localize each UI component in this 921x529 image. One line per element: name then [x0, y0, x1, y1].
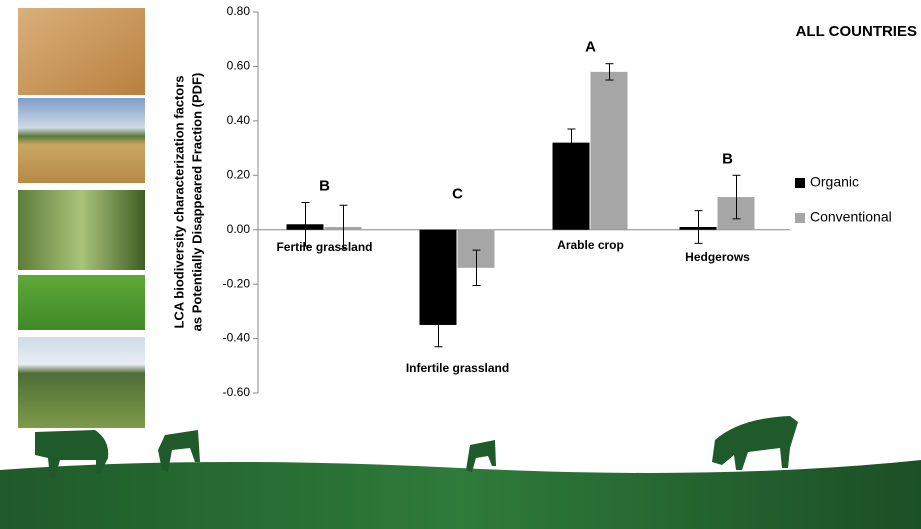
y-tick-label: 0.80 — [227, 4, 251, 18]
photos — [18, 8, 145, 428]
x-tick-label: Arable crop — [557, 238, 624, 252]
y-label-line: as Potentially Disappeared Fraction (PDF… — [189, 73, 204, 332]
cow — [466, 440, 496, 472]
photo — [18, 275, 145, 330]
x-tick-label: Hedgerows — [685, 250, 750, 264]
y-tick-label: 0.60 — [227, 59, 251, 73]
photo — [18, 190, 145, 270]
y-tick-label: 0.00 — [227, 222, 251, 236]
chart: ALL COUNTRIES LCA biodiversity character… — [0, 0, 921, 529]
y-tick-label: -0.20 — [223, 276, 251, 290]
photo — [18, 337, 145, 428]
legend-swatch — [795, 213, 805, 223]
y-tick-label: 0.20 — [227, 167, 251, 181]
x-tick-label: Fertile grassland — [276, 240, 372, 254]
bar — [591, 72, 628, 230]
photo — [18, 8, 145, 95]
legend-label: Conventional — [810, 209, 892, 225]
group-label: A — [585, 39, 596, 56]
y-label-line: LCA biodiversity characterization factor… — [171, 75, 186, 328]
chart-title: ALL COUNTRIES — [796, 23, 917, 40]
group-label: B — [722, 150, 733, 167]
x-tick-label: Infertile grassland — [406, 361, 509, 375]
ground — [0, 416, 921, 529]
photo — [18, 98, 145, 183]
group-label: C — [452, 185, 463, 202]
group-label: B — [319, 177, 330, 194]
cow — [712, 416, 798, 470]
legend-label: Organic — [810, 174, 859, 190]
y-axis-label: LCA biodiversity characterization factor… — [171, 73, 204, 332]
y-tick-label: -0.60 — [223, 385, 251, 399]
y-tick-label: 0.40 — [227, 113, 251, 127]
y-tick-label: -0.40 — [223, 331, 251, 345]
legend-swatch — [795, 178, 805, 188]
grass — [0, 460, 921, 529]
